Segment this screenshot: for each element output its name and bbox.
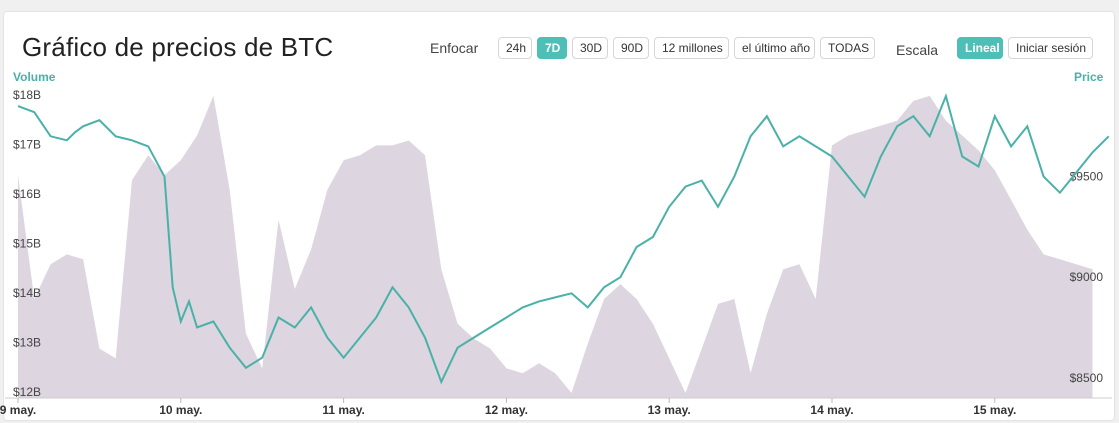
price-tick-label: $9500	[1070, 170, 1104, 184]
volume-tick-label: $14B	[13, 286, 41, 300]
x-tick-label: 12 may.	[485, 403, 528, 417]
volume-tick-label: $12B	[13, 385, 41, 399]
zoom-12m-button[interactable]: 12 millones	[654, 37, 729, 59]
x-tick-label: 15 may.	[973, 403, 1016, 417]
zoom-24h-button[interactable]: 24h	[498, 37, 532, 59]
x-axis-ticks: 9 may. 10 may. 11 may. 12 may. 13 may. 14 may…	[0, 398, 1016, 417]
chart-title: Gráfico de precios de BTC	[22, 32, 334, 62]
zoom-last-year-button[interactable]: el último año	[734, 37, 815, 59]
price-axis-title: Price	[1074, 70, 1104, 84]
zoom-7d-button[interactable]: 7D	[537, 37, 567, 59]
volume-axis-ticks: $12B $13B $14B $15B $16B $17B $18B	[13, 88, 41, 399]
volume-tick-label: $16B	[13, 187, 41, 201]
zoom-label: Enfocar	[430, 40, 479, 56]
scale-label: Escala	[896, 42, 939, 58]
price-axis-ticks: $8500 $9000 $9500	[1070, 170, 1104, 385]
x-tick-label: 10 may.	[159, 403, 202, 417]
scale-linear-button[interactable]: Lineal	[957, 37, 1003, 59]
volume-area	[18, 95, 1093, 399]
x-tick-label: 14 may.	[810, 403, 853, 417]
volume-axis-title: Volume	[13, 70, 56, 84]
zoom-all-button[interactable]: TODAS	[820, 37, 875, 59]
price-line	[17, 92, 1110, 385]
x-tick-label: 9 may.	[0, 403, 36, 417]
volume-tick-label: $13B	[13, 335, 41, 349]
price-tick-label: $8500	[1070, 371, 1104, 385]
zoom-30d-button[interactable]: 30D	[572, 37, 608, 59]
price-tick-label: $9000	[1070, 270, 1104, 284]
zoom-90d-button[interactable]: 90D	[613, 37, 649, 59]
volume-tick-label: $18B	[13, 88, 41, 102]
volume-tick-label: $15B	[13, 236, 41, 250]
scale-log-button[interactable]: Iniciar sesión	[1008, 37, 1093, 59]
x-tick-label: 13 may.	[648, 403, 691, 417]
x-tick-label: 11 may.	[322, 403, 364, 417]
volume-tick-label: $17B	[13, 137, 41, 151]
